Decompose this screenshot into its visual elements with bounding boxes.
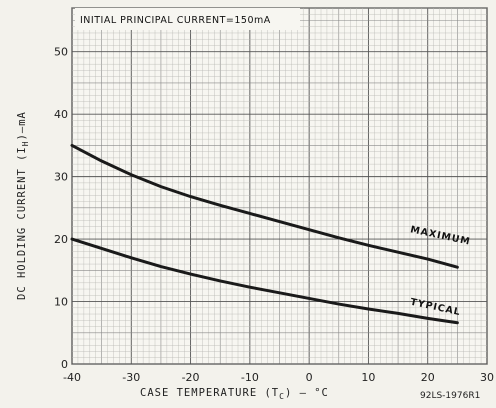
x-tick-label: -20: [182, 371, 200, 384]
series-line-typical: [70, 237, 459, 325]
x-tick-label: 10: [361, 371, 375, 384]
x-axis-title: CASE TEMPERATURE (TC) — °C: [140, 387, 329, 401]
annotation-box: [75, 8, 300, 30]
y-tick-label: 10: [54, 296, 68, 309]
annotation: INITIAL PRINCIPAL CURRENT=150mA: [80, 15, 271, 26]
y-tick-label: 20: [54, 233, 68, 246]
x-tick-label: 0: [306, 371, 313, 384]
x-tick-label: 30: [480, 371, 494, 384]
y-tick-label: 30: [54, 171, 68, 184]
x-tick-label: -10: [241, 371, 259, 384]
y-tick-label: 50: [54, 46, 68, 59]
y-tick-label: 40: [54, 108, 68, 121]
tick-labels: -40 -30 -20 -10 0 10 20 30 0 10 20 30 40 50: [54, 46, 494, 384]
grid: [71, 7, 488, 365]
x-tick-label: 20: [421, 371, 435, 384]
series-line-maximum: [70, 143, 459, 269]
figure-id: 92LS-1976R1: [420, 391, 480, 401]
x-tick-label: -40: [63, 371, 81, 384]
x-tick-label: -30: [122, 371, 140, 384]
y-tick-label: 0: [61, 358, 68, 371]
y-axis-title: DC HOLDING CURRENT (IH)—mA: [16, 111, 30, 300]
